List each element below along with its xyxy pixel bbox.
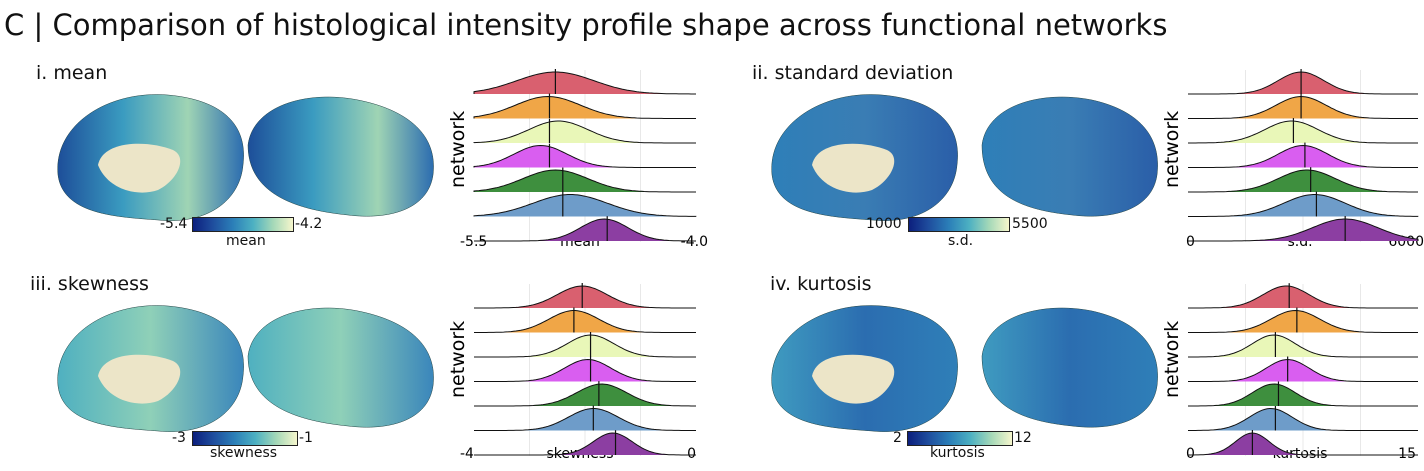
y-axis-label: network [447, 321, 469, 398]
colorbar-kurtosis: 2 12 kurtosis [893, 430, 1053, 471]
density-ridge-network-3 [1188, 120, 1418, 144]
density-ridge-network-2 [1188, 95, 1418, 119]
colorbar-gradient [192, 217, 294, 232]
density-ridge-network-5 [1188, 383, 1418, 407]
colorbar-max: 5500 [1012, 216, 1048, 232]
density-ridge-network-3 [473, 120, 696, 144]
ridgeline-chart-kurtosis: network 0 kurtosis 15 [1161, 283, 1418, 462]
y-axis-label: network [447, 111, 469, 188]
colorbar-max: -4.2 [295, 216, 323, 232]
colorbar-label: kurtosis [930, 445, 985, 461]
colorbar-max: 12 [1014, 430, 1032, 446]
medial-wall [98, 143, 181, 193]
panel-label-kurtosis: iv. kurtosis [770, 273, 872, 295]
colorbar-skewness: -3 -1 skewness [172, 430, 332, 471]
density-ridge-network-4 [1188, 358, 1418, 382]
brain-render-skewness [57, 305, 434, 432]
panel-label-sd: ii. standard deviation [752, 62, 954, 84]
x-min-label: -5.5 [460, 234, 487, 250]
x-min-label: 0 [1186, 234, 1195, 250]
brain-render-mean [57, 94, 434, 221]
density-ridge-network-7 [1188, 218, 1419, 242]
density-ridge-network-4 [473, 144, 696, 168]
density-ridge-network-6 [474, 408, 696, 431]
panel-label-skewness: iii. skewness [30, 273, 149, 295]
x-min-label: -4 [460, 446, 474, 462]
brain-render-sd [771, 94, 1158, 221]
colorbar-mean: -5.4 -4.2 mean [160, 216, 330, 257]
density-ridge-network-7 [474, 432, 696, 456]
density-ridge-network-2 [473, 95, 696, 119]
density-ridge-network-5 [473, 169, 696, 193]
density-ridge-network-1 [474, 285, 696, 309]
colorbar-max: -1 [299, 430, 313, 446]
density-ridge-network-7 [474, 218, 696, 242]
colorbar-gradient [192, 431, 298, 446]
figure-title: C | Comparison of histological intensity… [4, 8, 1168, 42]
density-ridge-network-3 [1188, 334, 1418, 358]
density-ridge-network-5 [474, 383, 696, 407]
density-ridge-network-2 [474, 310, 696, 333]
density-ridge-network-3 [474, 334, 696, 358]
density-ridge-network-4 [1188, 144, 1418, 168]
x-max-label: 15 [1398, 446, 1416, 462]
density-ridge-network-6 [1188, 407, 1418, 431]
lateral-hemisphere [247, 96, 434, 217]
density-ridge-network-4 [474, 358, 696, 382]
ridgeline-chart-mean: network -5.5 mean -4.0 [447, 69, 708, 250]
density-ridge-network-6 [473, 194, 697, 217]
y-axis-label: network [1161, 321, 1183, 398]
x-axis-label: kurtosis [1273, 446, 1328, 462]
colorbar-min: -5.4 [160, 216, 188, 232]
density-ridge-network-6 [1188, 194, 1419, 217]
x-min-label: 0 [1186, 446, 1195, 462]
density-ridge-network-1 [473, 71, 696, 95]
colorbar-label: s.d. [948, 233, 974, 249]
ridgeline-chart-skewness: network -4 skewness 0 [447, 283, 696, 462]
density-ridge-network-1 [1188, 285, 1418, 309]
colorbar-sd: 1000 5500 s.d. [866, 216, 1066, 257]
colorbar-gradient [907, 431, 1013, 446]
colorbar-gradient [908, 217, 1010, 232]
colorbar-min: 1000 [866, 216, 902, 232]
ridgeline-chart-sd: network 0 s.d. 6000 [1161, 69, 1424, 250]
density-ridge-network-5 [1188, 169, 1418, 193]
density-ridge-network-2 [1188, 309, 1418, 333]
colorbar-min: -3 [172, 430, 186, 446]
y-axis-label: network [1161, 111, 1183, 188]
density-ridge-network-1 [1188, 71, 1418, 95]
x-max-label: 0 [687, 446, 696, 462]
brain-render-kurtosis [771, 305, 1158, 432]
colorbar-label: mean [226, 233, 266, 249]
colorbar-label: skewness [210, 445, 278, 461]
density-ridge-network-7 [1188, 432, 1418, 456]
colorbar-min: 2 [893, 430, 902, 446]
x-max-label: -4.0 [681, 234, 708, 250]
panel-label-mean: i. mean [36, 62, 108, 84]
